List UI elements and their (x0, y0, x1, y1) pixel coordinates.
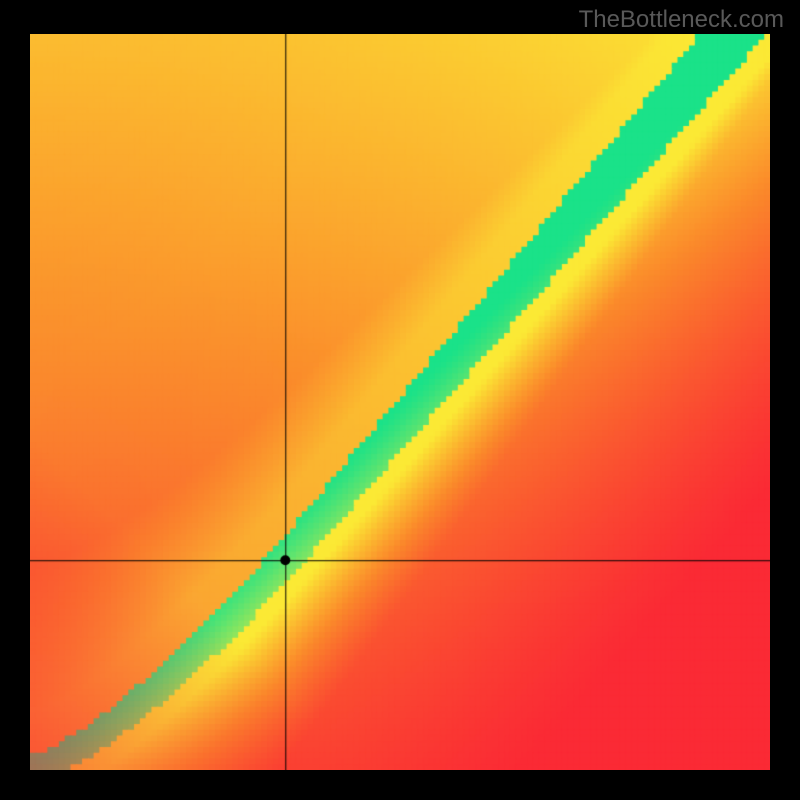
heatmap-canvas (30, 34, 770, 770)
watermark-text: TheBottleneck.com (579, 6, 784, 34)
chart-container: TheBottleneck.com (0, 0, 800, 800)
heatmap-plot (30, 34, 770, 770)
